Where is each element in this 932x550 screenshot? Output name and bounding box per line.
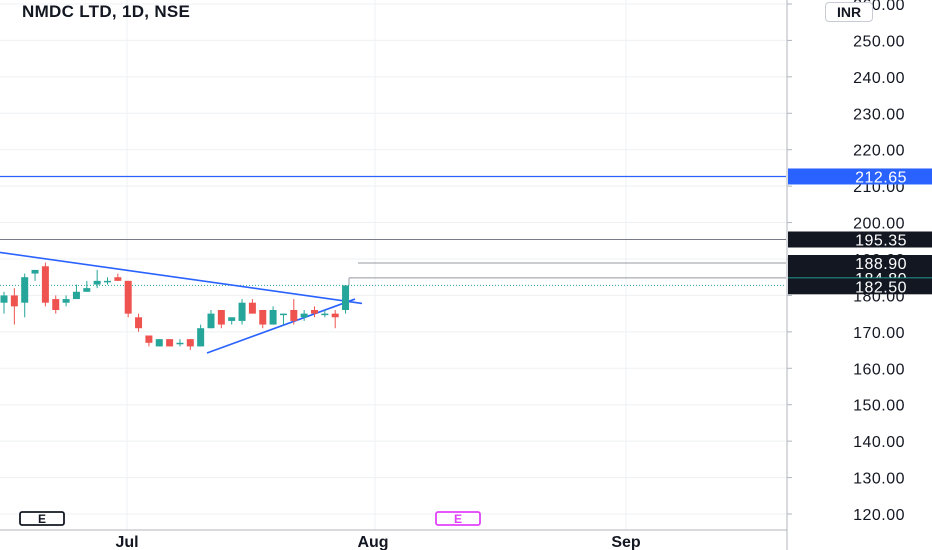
- candle-body: [269, 309, 277, 325]
- candle-body: [279, 313, 287, 316]
- candle-body: [135, 317, 143, 329]
- candle-body: [31, 269, 39, 274]
- candle-body: [342, 285, 350, 310]
- candle-body: [321, 313, 329, 316]
- candle-body: [124, 280, 132, 314]
- candle-body: [290, 309, 298, 321]
- candle-body: [300, 313, 308, 318]
- y-tick-label: 150.00: [853, 398, 905, 415]
- candle-body: [166, 339, 174, 347]
- candle-body: [52, 299, 60, 310]
- x-tick-label: Sep: [611, 534, 641, 550]
- x-tick-label: Aug: [357, 534, 388, 550]
- candle-body: [331, 313, 339, 318]
- candle-body: [259, 309, 267, 325]
- price-label-box: [788, 231, 932, 248]
- candle-body: [228, 317, 236, 321]
- price-label: 188.90: [855, 256, 907, 273]
- y-tick-label: 140.00: [853, 434, 905, 451]
- candle-body: [207, 313, 215, 329]
- candle-body: [93, 280, 101, 285]
- price-label-box: [788, 278, 932, 295]
- candle-body: [176, 342, 184, 345]
- y-tick-label: 170.00: [853, 325, 905, 342]
- trendline-lower[interactable]: [206, 298, 356, 354]
- price-label: 182.50: [855, 279, 907, 296]
- candle-body: [10, 295, 18, 307]
- earnings-marker-label: E: [38, 512, 46, 526]
- price-label: 195.35: [855, 232, 907, 249]
- y-tick-label: 230.00: [853, 106, 905, 123]
- chart-title: NMDC LTD, 1D, NSE: [22, 2, 191, 21]
- candle-body: [238, 302, 246, 321]
- candle-body: [41, 266, 49, 303]
- candle-body: [114, 277, 122, 281]
- price-label-box: [788, 168, 932, 185]
- candle-body: [62, 299, 70, 303]
- candle-body: [72, 291, 80, 300]
- earnings-marker-label: E: [454, 512, 462, 526]
- earnings-marker[interactable]: [19, 511, 65, 526]
- y-tick-label: 160.00: [853, 361, 905, 378]
- candle-body: [197, 328, 205, 347]
- y-tick-label: 200.00: [853, 216, 905, 233]
- earnings-marker[interactable]: [435, 511, 481, 526]
- price-label: 212.65: [855, 169, 907, 186]
- x-tick-label: Jul: [115, 534, 138, 550]
- y-tick-label: 120.00: [853, 507, 905, 524]
- y-tick-label: 250.00: [853, 33, 905, 50]
- y-tick-label: 130.00: [853, 471, 905, 488]
- currency-button[interactable]: INR: [825, 2, 873, 22]
- candle-body: [0, 295, 8, 303]
- candle-body: [104, 280, 111, 283]
- candle-body: [155, 339, 163, 347]
- candle-body: [83, 288, 91, 292]
- candle-body: [21, 277, 29, 303]
- candle-body: [217, 309, 225, 325]
- trendline-upper[interactable]: [0, 251, 363, 305]
- y-tick-label: 240.00: [853, 70, 905, 87]
- candle-body: [311, 309, 318, 314]
- candle-body: [145, 335, 153, 343]
- price-label-box: [788, 254, 932, 271]
- candle-body: [186, 339, 194, 347]
- candle-body: [248, 302, 256, 314]
- y-tick-label: 220.00: [853, 143, 905, 160]
